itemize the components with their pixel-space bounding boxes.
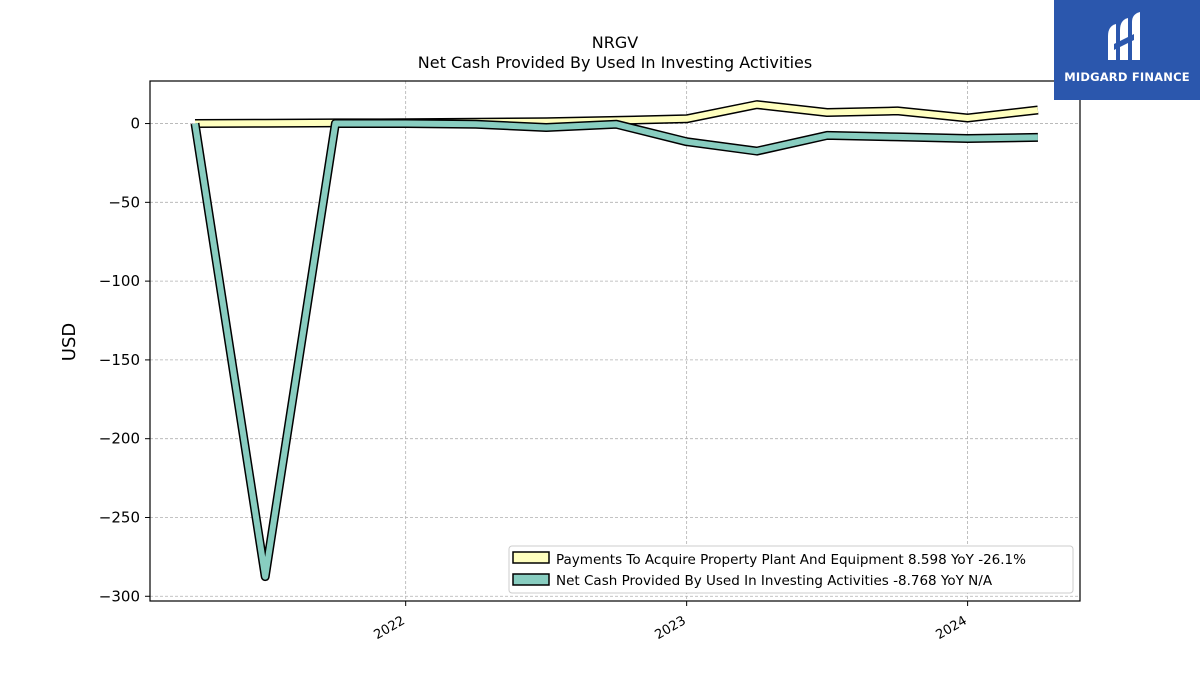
y-tick-label: −200 xyxy=(99,430,140,448)
y-axis-label: USD xyxy=(59,323,80,361)
x-tick-label: 2023 xyxy=(652,613,688,643)
legend-label: Payments To Acquire Property Plant And E… xyxy=(556,552,1026,568)
y-tick-label: −250 xyxy=(99,508,140,526)
y-tick-label: −50 xyxy=(108,193,140,211)
y-tick-label: 0 xyxy=(130,115,140,133)
y-axis-ticks: 0 −50 −100 −150 −200 −250 −300 xyxy=(99,115,150,605)
legend-label: Net Cash Provided By Used In Investing A… xyxy=(556,573,993,589)
series-line xyxy=(192,120,1038,580)
y-tick-label: −100 xyxy=(99,272,140,290)
x-axis-ticks: 2022 2023 2024 xyxy=(372,601,970,643)
legend-swatch xyxy=(512,573,550,586)
y-tick-label: −300 xyxy=(99,587,140,605)
plot-frame xyxy=(149,80,1081,602)
legend-swatch xyxy=(512,551,550,564)
brand-name: MIDGARD FINANCE xyxy=(1064,70,1190,84)
legend: Payments To Acquire Property Plant And E… xyxy=(508,545,1074,594)
logo-mark-icon xyxy=(1108,12,1140,60)
chart-title: NRGV xyxy=(592,33,638,52)
y-tick-label: −150 xyxy=(99,351,140,369)
x-tick-label: 2022 xyxy=(372,613,408,643)
legend-box xyxy=(508,545,1074,594)
chart-subtitle: Net Cash Provided By Used In Investing A… xyxy=(418,53,812,72)
plot-area xyxy=(150,81,1080,601)
grid-lines xyxy=(150,81,1080,601)
x-tick-label: 2024 xyxy=(933,613,969,643)
series-lines xyxy=(190,100,1039,582)
brand-logo: MIDGARD FINANCE xyxy=(1054,0,1200,100)
